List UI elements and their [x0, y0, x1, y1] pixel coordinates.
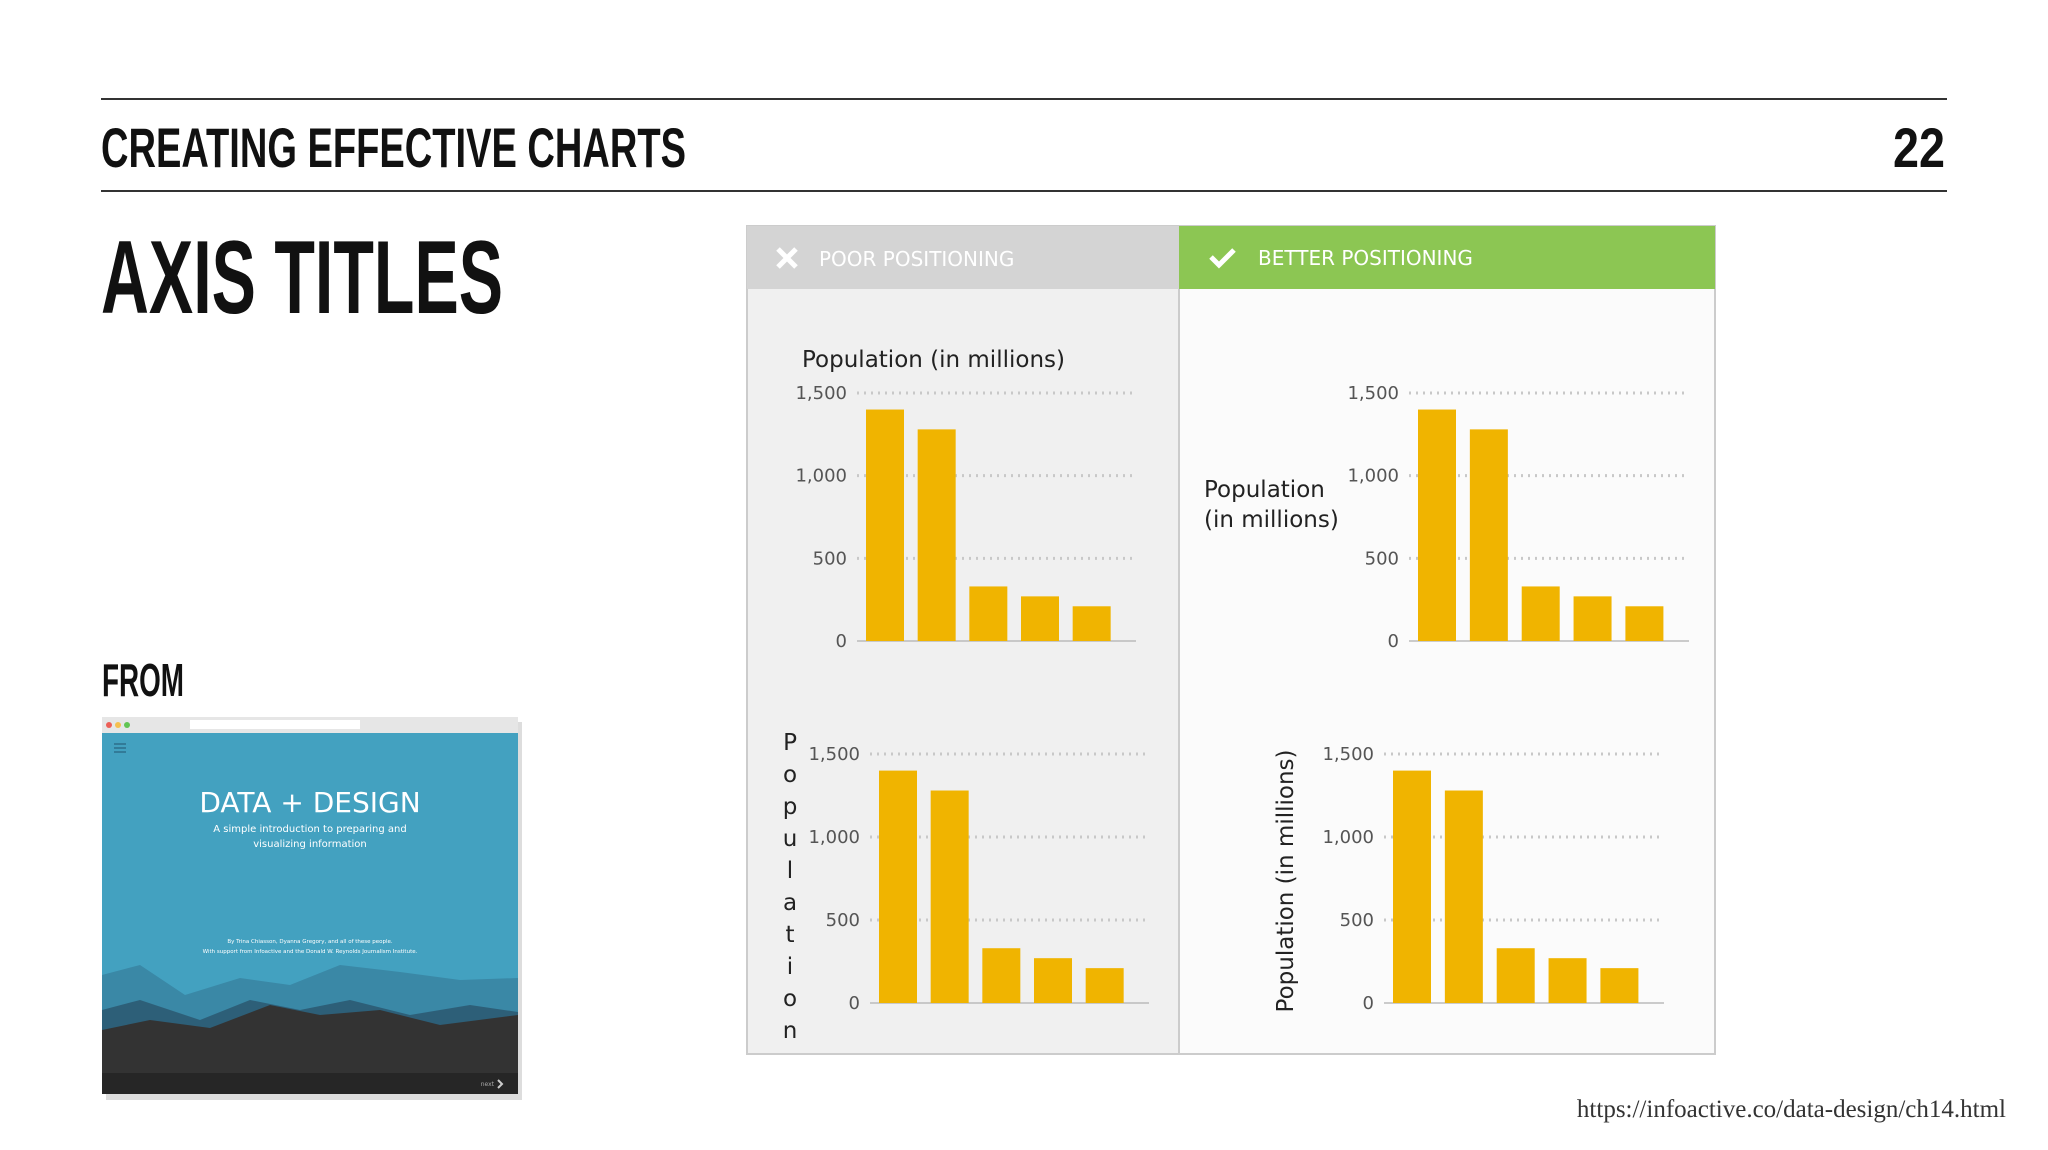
y-tick-label: 1,000	[1322, 827, 1374, 848]
bar	[866, 409, 904, 641]
from-label: FROM	[102, 654, 184, 706]
cross-icon	[776, 247, 798, 269]
bar	[1469, 429, 1508, 641]
bar	[1600, 968, 1639, 1003]
section-title: CREATING EFFECTIVE CHARTS	[101, 116, 686, 179]
y-axis-title: Population (in millions)	[1273, 750, 1299, 1013]
y-tick-label: 0	[836, 631, 847, 652]
bar	[1393, 770, 1431, 1003]
thumbnail-subtitle: visualizing information	[253, 839, 367, 850]
panel-label: POOR POSITIONING	[819, 247, 1014, 271]
y-tick-label: 1,000	[795, 466, 847, 487]
y-tick-label: 0	[1363, 993, 1374, 1014]
y-tick-label: 500	[813, 548, 847, 569]
y-tick-label: 0	[1388, 631, 1399, 652]
slide-title: AXIS TITLES	[101, 220, 503, 336]
bar	[1034, 958, 1072, 1003]
y-tick-label: 1,000	[1347, 466, 1399, 487]
next-link: next	[481, 1081, 495, 1088]
address-bar	[190, 720, 360, 729]
source-url: https://infoactive.co/data-design/ch14.h…	[1577, 1096, 2006, 1123]
y-tick-label: 500	[1365, 548, 1399, 569]
bar	[1418, 409, 1456, 641]
bar	[1496, 948, 1535, 1003]
bar	[1085, 968, 1124, 1003]
bar	[1444, 790, 1483, 1003]
panel-header	[747, 226, 1179, 289]
page-number: 22	[1893, 116, 1945, 179]
y-axis-title: Population	[1204, 477, 1325, 503]
thumbnail: DATA + DESIGN A simple introduction to p…	[102, 717, 522, 1100]
bar	[917, 429, 956, 641]
y-axis-title: Population (in millions)	[802, 347, 1065, 373]
y-tick-label: 0	[849, 993, 860, 1014]
thumbnail-credit: With support from Infoactive and the Don…	[203, 949, 418, 955]
y-axis-title: (in millions)	[1204, 507, 1339, 533]
y-tick-label: 1,000	[808, 827, 860, 848]
bar	[1625, 606, 1664, 641]
y-tick-label: 1,500	[808, 744, 860, 765]
menu-icon	[114, 743, 126, 753]
window-dot	[115, 722, 121, 728]
thumbnail-credit: By Trina Chiasson, Dyanna Gregory, and a…	[227, 939, 393, 945]
bar	[969, 586, 1008, 641]
panel-header	[1179, 226, 1715, 289]
footer-bar	[102, 1073, 518, 1094]
thumbnail-title: DATA + DESIGN	[199, 786, 420, 819]
mountain	[102, 1005, 518, 1073]
thumbnail-subtitle: A simple introduction to preparing and	[213, 824, 406, 835]
panel-label: BETTER POSITIONING	[1258, 246, 1473, 270]
window-dot	[106, 722, 112, 728]
bar	[879, 770, 917, 1003]
bar	[1021, 596, 1059, 641]
check-icon	[1209, 248, 1236, 269]
bar	[1548, 958, 1587, 1003]
bar	[1573, 596, 1612, 641]
bar	[982, 948, 1021, 1003]
window-dot	[124, 722, 130, 728]
next-arrow	[497, 1079, 504, 1089]
bar	[1521, 586, 1560, 641]
y-tick-label: 500	[826, 910, 860, 931]
y-tick-label: 500	[1340, 910, 1374, 931]
bar	[930, 790, 969, 1003]
y-axis-title: Population	[777, 730, 803, 1050]
y-tick-label: 1,500	[795, 383, 847, 404]
y-tick-label: 1,500	[1347, 383, 1399, 404]
bar	[1072, 606, 1111, 641]
y-tick-label: 1,500	[1322, 744, 1374, 765]
